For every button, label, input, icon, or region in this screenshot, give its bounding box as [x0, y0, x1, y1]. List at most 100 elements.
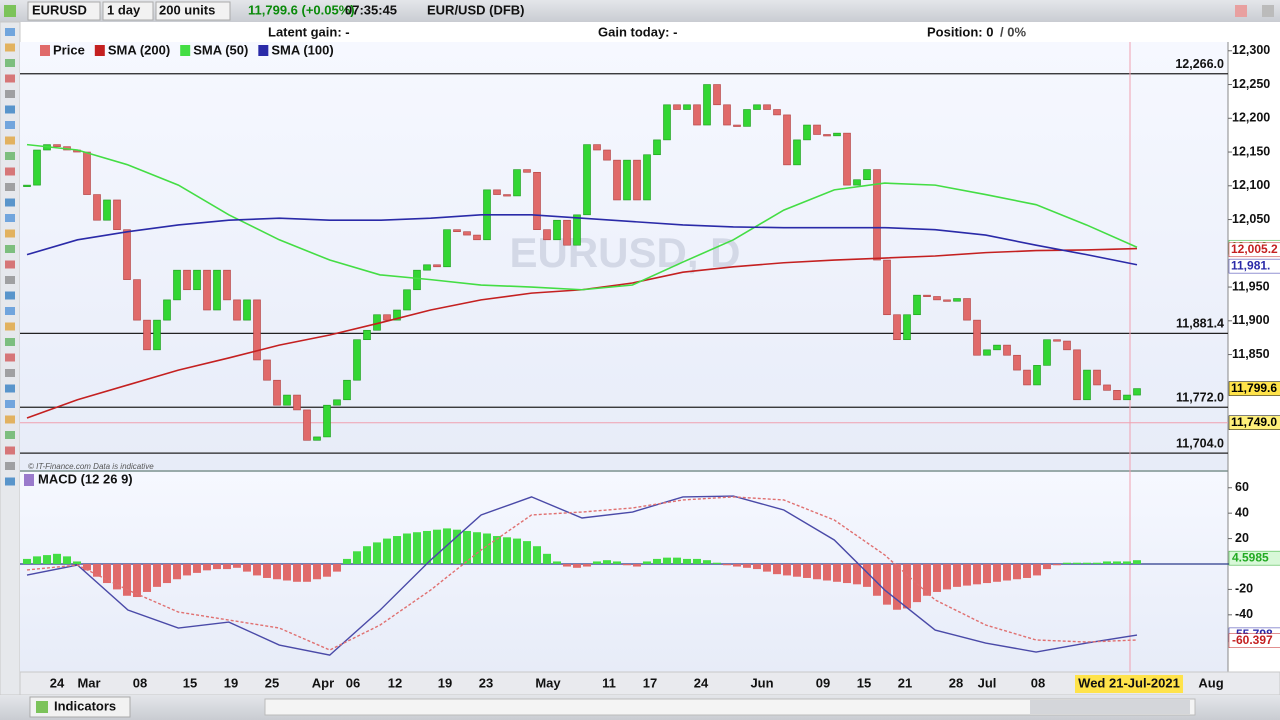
histogram-bar — [833, 563, 841, 582]
histogram-bar — [1073, 562, 1081, 564]
app-icon[interactable] — [4, 5, 16, 17]
candle — [653, 139, 661, 156]
value-tag-label: 4.5985 — [1232, 550, 1269, 564]
candle — [543, 229, 551, 241]
candle — [313, 436, 321, 441]
histogram-bar — [333, 563, 341, 572]
candle — [103, 199, 111, 221]
histogram-bar — [243, 563, 251, 572]
histogram-bar — [893, 563, 901, 610]
histogram-bar — [723, 563, 731, 566]
histogram-bar — [1043, 563, 1051, 570]
histogram-bar — [963, 563, 971, 586]
candle — [983, 349, 991, 356]
macd-line — [26, 495, 1138, 656]
candle — [353, 339, 361, 381]
top-toolbar — [0, 0, 1280, 22]
legend-swatch — [40, 45, 50, 56]
candle — [863, 169, 871, 181]
histogram-bar — [343, 558, 351, 564]
timeframe: 1 day — [107, 2, 141, 17]
scroll-thumb[interactable] — [1030, 700, 1190, 714]
y-tick-label: 40 — [1235, 505, 1249, 519]
tool-icon — [5, 245, 15, 253]
y-tick-label: 12,050 — [1232, 212, 1270, 226]
candle — [923, 294, 931, 297]
histogram-bar — [513, 538, 521, 564]
x-tick-label: 21 — [898, 675, 912, 690]
candle — [783, 114, 791, 166]
candle — [853, 179, 861, 186]
y-tick-label: 12,250 — [1232, 77, 1270, 91]
histogram-bar — [283, 563, 291, 581]
histogram-bar — [63, 556, 71, 564]
candle — [303, 409, 311, 441]
x-tick-label: 24 — [50, 675, 65, 690]
value-tag — [1228, 633, 1280, 648]
histogram-bar — [913, 563, 921, 603]
legend-label: Price — [53, 42, 85, 57]
histogram-bar — [713, 562, 721, 564]
candle — [143, 319, 151, 351]
histogram-bar — [83, 563, 91, 571]
histogram-bar — [553, 561, 561, 564]
histogram-bar — [213, 563, 221, 570]
histogram-bar — [23, 558, 31, 564]
histogram-bar — [803, 563, 811, 578]
tool-icon — [5, 198, 15, 207]
x-tick-label: 24 — [694, 675, 709, 690]
macd-swatch — [24, 474, 34, 486]
y-tick-label: 20 — [1235, 531, 1249, 545]
candle — [1093, 369, 1101, 386]
histogram-bar — [583, 563, 591, 567]
candle — [613, 159, 621, 201]
histogram-bar — [393, 536, 401, 564]
histogram-bar — [703, 560, 711, 564]
histogram-bar — [613, 561, 621, 564]
x-tick-label: Mar — [77, 675, 100, 690]
tool-icon — [5, 121, 15, 129]
candle — [133, 279, 141, 321]
scrollbar[interactable] — [264, 698, 1196, 716]
candle — [1103, 384, 1111, 391]
histogram-bar — [873, 563, 881, 596]
candle — [153, 319, 161, 351]
candle — [503, 194, 511, 197]
candle — [473, 234, 481, 241]
candle — [123, 229, 131, 280]
y-tick-label: 12,200 — [1232, 111, 1270, 125]
plot: EURUSD, D12,30012,25012,20012,15012,1001… — [20, 42, 1280, 693]
histogram-bar — [373, 542, 381, 564]
y-tick-label: 11,950 — [1232, 279, 1270, 293]
indicators-button[interactable] — [29, 696, 131, 718]
histogram-bar — [1103, 561, 1111, 564]
histogram-bar — [643, 561, 651, 564]
refresh-icon[interactable] — [1235, 5, 1247, 17]
close-icon[interactable] — [1262, 5, 1274, 17]
candle — [333, 399, 341, 406]
macd-line — [26, 496, 1138, 651]
candle — [883, 259, 891, 316]
candle — [1083, 369, 1091, 401]
candle — [843, 132, 851, 186]
candle — [733, 124, 741, 127]
candle — [433, 264, 441, 268]
size-dropdown[interactable] — [155, 1, 231, 21]
candle — [663, 104, 671, 141]
candle — [793, 139, 801, 166]
histogram-bar — [113, 563, 121, 590]
histogram-bar — [1023, 563, 1031, 578]
histogram-bar — [533, 546, 541, 564]
value-tag — [1228, 258, 1280, 274]
timeframe-dropdown[interactable] — [102, 1, 154, 21]
candle — [683, 104, 691, 110]
candle — [23, 184, 31, 187]
symbol-dropdown[interactable] — [27, 1, 101, 21]
candle — [1123, 394, 1131, 401]
histogram-bar — [1053, 563, 1061, 566]
x-tick-label: 12 — [388, 675, 402, 690]
candle — [293, 394, 301, 411]
candle — [163, 299, 171, 321]
candle — [563, 219, 571, 246]
